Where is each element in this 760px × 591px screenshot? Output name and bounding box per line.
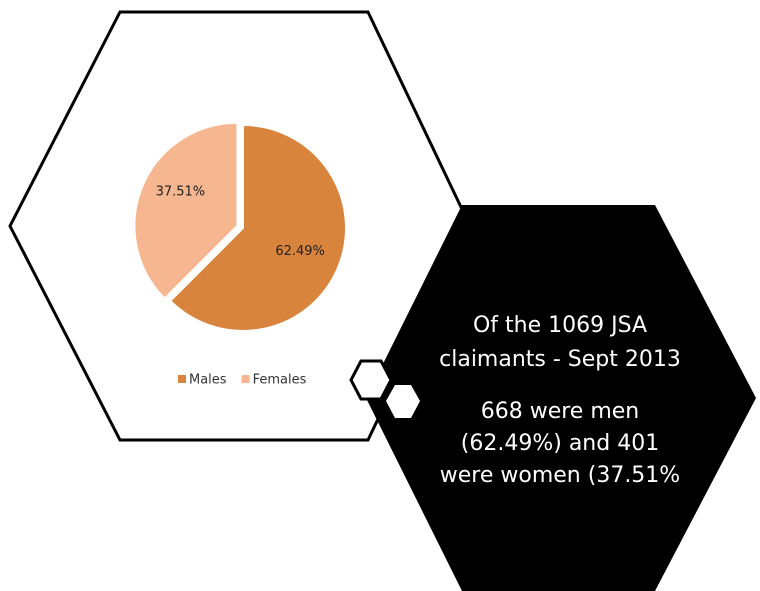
black-hexagon bbox=[366, 205, 756, 591]
legend-swatch bbox=[241, 375, 250, 383]
small-hexagon-white bbox=[386, 385, 420, 418]
slice-label: 37.51% bbox=[156, 185, 206, 200]
legend-label: Females bbox=[253, 373, 307, 388]
pie-chart: 62.49% 37.51% bbox=[133, 121, 347, 332]
pie-slice bbox=[168, 123, 347, 332]
small-hexagon-outline bbox=[349, 359, 393, 401]
callout-text: Of the 1069 JSA claimants - Sept 2013 668 … bbox=[439, 313, 681, 488]
callout-body: 668 were men bbox=[481, 399, 640, 424]
callout-body: (62.49%) and 401 bbox=[461, 431, 659, 456]
callout-heading: Of the 1069 JSA bbox=[473, 313, 647, 338]
slice-label: 62.49% bbox=[275, 244, 325, 259]
white-hexagon bbox=[8, 10, 472, 442]
legend-swatch bbox=[178, 375, 186, 383]
legend-label: Males bbox=[189, 373, 227, 388]
pie-slice bbox=[133, 121, 239, 300]
callout-heading: claimants - Sept 2013 bbox=[439, 347, 681, 372]
callout-body: were women (37.51% bbox=[440, 463, 680, 488]
legend: Males Females bbox=[178, 373, 307, 388]
